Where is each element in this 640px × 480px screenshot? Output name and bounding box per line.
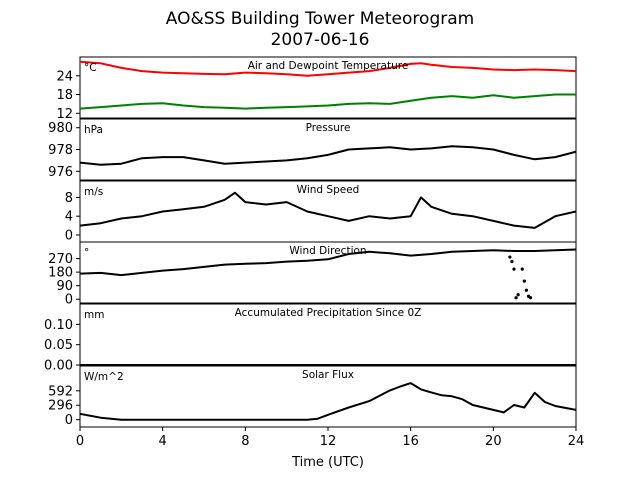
scatter-point <box>522 279 526 283</box>
panel-title: Solar Flux <box>302 369 354 381</box>
scatter-point <box>520 267 524 271</box>
x-axis-label: Time (UTC) <box>291 455 364 470</box>
panel-title: Pressure <box>306 122 351 134</box>
panel-unit: W/m^2 <box>84 371 124 383</box>
y-tick-label: 18 <box>56 88 73 103</box>
series-line-1 <box>80 382 576 421</box>
panel-title: Wind Direction <box>289 245 366 257</box>
y-tick-label: 976 <box>48 165 73 180</box>
panel-unit: hPa <box>84 124 103 136</box>
scatter-point <box>514 296 518 300</box>
panel-data <box>80 145 576 166</box>
panel-title: Accumulated Precipitation Since 0Z <box>235 307 422 319</box>
y-tick-label: 0 <box>65 293 73 308</box>
scatter-point <box>524 288 529 292</box>
panel-1: 12 18 24 °C Air and Dewpoint Temperature <box>56 56 577 122</box>
y-tick-label: 8 <box>65 191 73 206</box>
y-tick-label: 0.05 <box>44 338 73 353</box>
series-line-2 <box>80 93 576 110</box>
y-tick-label: 0 <box>65 413 73 428</box>
y-tick-label: 180 <box>48 266 73 281</box>
series-line-1 <box>80 145 576 166</box>
scatter-point <box>508 255 512 259</box>
y-tick-label: 592 <box>48 384 73 399</box>
figure-title-line2: 2007-06-16 <box>271 30 370 50</box>
y-tick-label: 12 <box>56 107 73 122</box>
y-tick-label: 0.10 <box>44 318 73 333</box>
panel-unit: m/s <box>84 186 103 198</box>
y-tick-label: 90 <box>56 279 73 294</box>
y-tick-label: 24 <box>56 69 73 84</box>
x-tick-label: 12 <box>320 434 337 449</box>
x-tick-label: 20 <box>485 434 502 449</box>
y-tick-label: 296 <box>48 399 73 414</box>
x-tick-label: 8 <box>241 434 249 449</box>
panel-data <box>80 191 576 229</box>
y-tick-label: 4 <box>65 210 73 225</box>
panel-5: 0.00 0.05 0.10 mm Accumulated Precipitation … <box>44 303 577 374</box>
scatter-point <box>510 259 514 264</box>
y-tick-label: 0 <box>65 228 73 243</box>
panel-frame <box>79 56 577 119</box>
panel-title: Air and Dewpoint Temperature <box>248 60 409 72</box>
x-tick-label: 16 <box>402 434 419 449</box>
panel-data <box>80 60 576 110</box>
series-line-1 <box>80 248 576 277</box>
panel-unit: ° <box>84 247 89 259</box>
y-tick-label: 978 <box>48 143 73 158</box>
panel-data <box>80 248 576 300</box>
series-line-1 <box>80 191 576 229</box>
panel-2: 976 978 980 hPa Pressure <box>48 118 577 181</box>
series-line-1 <box>80 60 576 77</box>
x-axis: 0 4 8 12 16 20 24 <box>76 427 584 449</box>
panel-title: Wind Speed <box>297 184 360 196</box>
y-tick-label: 980 <box>48 121 73 136</box>
x-tick-label: 4 <box>159 434 167 449</box>
y-tick-label: 270 <box>48 252 73 267</box>
x-tick-label: 24 <box>568 434 585 449</box>
scatter-point <box>512 267 516 271</box>
y-tick-label: 0.00 <box>44 359 73 374</box>
panel-unit: mm <box>84 309 104 321</box>
scatter-point <box>528 296 533 300</box>
x-tick-label: 0 <box>76 434 84 449</box>
panel-data <box>80 382 576 421</box>
scatter-point <box>516 293 520 297</box>
panel-unit: °C <box>84 62 97 74</box>
figure-title-line1: AO&SS Building Tower Meteorogram <box>166 9 474 29</box>
panel-3: 0 4 8 m/s Wind Speed <box>65 180 577 243</box>
